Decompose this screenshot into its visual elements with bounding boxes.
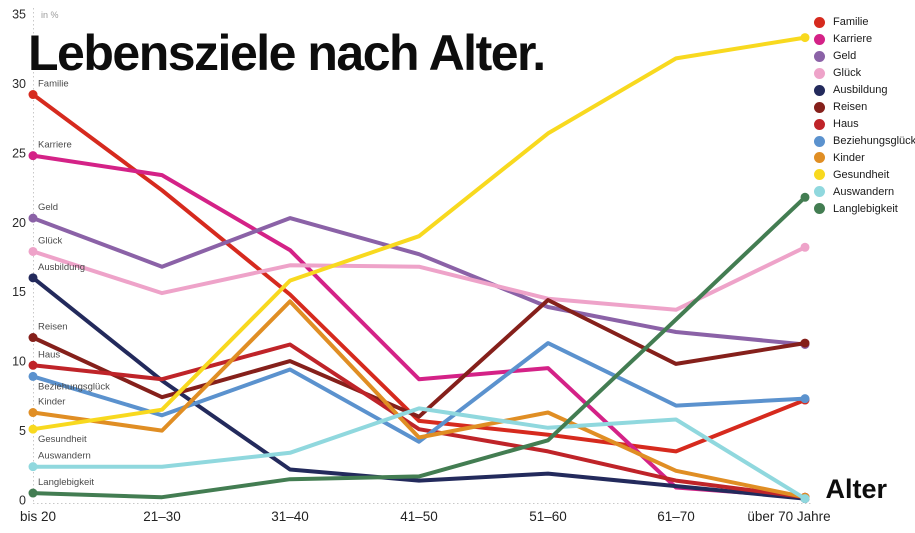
- legend-label: Geld: [833, 50, 857, 63]
- series-start-dot-familie: [28, 90, 38, 100]
- series-label-familie: Familie: [38, 79, 69, 90]
- legend-label: Langlebigkeit: [833, 202, 898, 215]
- legend-item-karriere: Karriere: [814, 31, 914, 48]
- series-start-dot-glück: [28, 246, 38, 256]
- legend-dot-familie: [814, 16, 825, 28]
- y-axis-tick-label: 5: [19, 424, 26, 438]
- series-end-dot-beziehungsglück: [800, 394, 810, 404]
- legend: Familie Karriere Geld Glück Ausbildung Reisen…: [814, 14, 915, 217]
- series-label-reisen: Reisen: [38, 322, 68, 333]
- series-end-dot-gesundheit: [800, 33, 810, 43]
- series-start-dot-kinder: [28, 408, 38, 418]
- legend-item-langlebigkeit: Langlebigkeit: [814, 200, 914, 217]
- series-start-dot-karriere: [28, 151, 38, 161]
- legend-dot-auswandern: [814, 186, 825, 198]
- series-line-auswandern: [31, 406, 807, 501]
- series-label-geld: Geld: [38, 202, 58, 213]
- series-line-kinder: [31, 299, 807, 500]
- x-axis-tick-label: über 70 Jahre: [747, 509, 830, 524]
- series-line-familie: [31, 92, 807, 454]
- legend-item-gesundheit: Gesundheit: [814, 166, 914, 183]
- series-start-dot-beziehungsglück: [28, 371, 38, 381]
- y-axis-unit-note: in %: [41, 10, 59, 20]
- series-label-auswandern: Auswandern: [38, 451, 91, 462]
- legend-dot-beziehungsglück: [814, 135, 825, 147]
- series-line-glück: [31, 245, 807, 312]
- x-axis-title: Alter: [825, 474, 887, 504]
- series-line-reisen: [31, 298, 807, 419]
- legend-dot-glück: [814, 67, 825, 79]
- y-axis-tick-label: 30: [12, 77, 26, 91]
- legend-label: Glück: [833, 67, 862, 80]
- x-axis-tick-label: 51–60: [529, 509, 567, 524]
- series-start-dot-haus: [28, 360, 38, 370]
- legend-label: Auswandern: [833, 185, 895, 198]
- legend-item-glück: Glück: [814, 65, 914, 82]
- y-axis-tick-label: 15: [12, 285, 26, 299]
- x-axis-tick-label: bis 20: [20, 509, 56, 524]
- legend-label: Reisen: [833, 101, 868, 114]
- series-end-dot-glück: [800, 242, 810, 252]
- series-line-haus: [31, 342, 807, 500]
- legend-label: Ausbildung: [833, 84, 888, 97]
- series-line-langlebigkeit: [31, 195, 807, 500]
- x-axis-tick-label: 31–40: [271, 509, 309, 524]
- legend-dot-langlebigkeit: [814, 203, 825, 215]
- series-label-beziehungsglück: Beziehungsglück: [38, 381, 110, 392]
- series-label-gesundheit: Gesundheit: [38, 434, 87, 445]
- legend-item-auswandern: Auswandern: [814, 183, 914, 200]
- y-axis-tick-label: 10: [12, 355, 26, 369]
- y-axis-tick-label: 20: [12, 216, 26, 230]
- series-end-dot-reisen: [800, 338, 810, 348]
- legend-dot-gesundheit: [814, 169, 825, 181]
- y-axis-tick-label: 0: [19, 494, 26, 508]
- x-axis-tick-label: 61–70: [657, 509, 695, 524]
- series-label-langlebigkeit: Langlebigkeit: [38, 477, 94, 488]
- series-line-gesundheit: [31, 35, 807, 432]
- legend-label: Haus: [833, 118, 859, 131]
- legend-item-ausbildung: Ausbildung: [814, 82, 914, 99]
- series-start-dot-ausbildung: [28, 273, 38, 283]
- series-start-dot-auswandern: [28, 462, 38, 472]
- legend-item-familie: Familie: [814, 14, 914, 31]
- series-start-dot-geld: [28, 213, 38, 223]
- legend-label: Familie: [833, 16, 869, 29]
- legend-dot-ausbildung: [814, 84, 825, 96]
- legend-item-reisen: Reisen: [814, 99, 914, 116]
- series-line-geld: [31, 216, 807, 347]
- series-start-dot-gesundheit: [28, 424, 38, 434]
- legend-dot-karriere: [814, 33, 825, 45]
- legend-label: Kinder: [833, 151, 865, 164]
- page-title: Lebensziele nach Alter.: [28, 25, 546, 81]
- series-label-ausbildung: Ausbildung: [38, 262, 85, 273]
- y-axis-tick-label: 35: [12, 8, 26, 22]
- legend-item-beziehungsglück: Beziehungsglück: [814, 133, 915, 150]
- series-start-dot-langlebigkeit: [28, 488, 38, 498]
- series-end-dot-langlebigkeit: [800, 192, 810, 202]
- x-axis-tick-label: 21–30: [143, 509, 181, 524]
- series-label-karriere: Karriere: [38, 140, 72, 151]
- legend-dot-reisen: [814, 101, 825, 113]
- series-line-beziehungsglück: [31, 341, 807, 444]
- series-label-haus: Haus: [38, 349, 60, 360]
- series-label-glück: Glück: [38, 235, 63, 246]
- series-start-dot-reisen: [28, 333, 38, 343]
- legend-dot-kinder: [814, 152, 825, 164]
- series-label-kinder: Kinder: [38, 397, 65, 408]
- legend-item-haus: Haus: [814, 116, 914, 133]
- y-axis-tick-label: 25: [12, 146, 26, 160]
- x-axis-tick-label: 41–50: [400, 509, 438, 524]
- legend-label: Gesundheit: [833, 168, 890, 181]
- legend-dot-geld: [814, 50, 825, 62]
- legend-label: Beziehungsglück: [833, 135, 915, 148]
- legend-label: Karriere: [833, 33, 873, 46]
- series-end-dot-auswandern: [800, 494, 810, 504]
- legend-item-kinder: Kinder: [814, 150, 914, 167]
- legend-dot-haus: [814, 118, 825, 130]
- legend-item-geld: Geld: [814, 48, 914, 65]
